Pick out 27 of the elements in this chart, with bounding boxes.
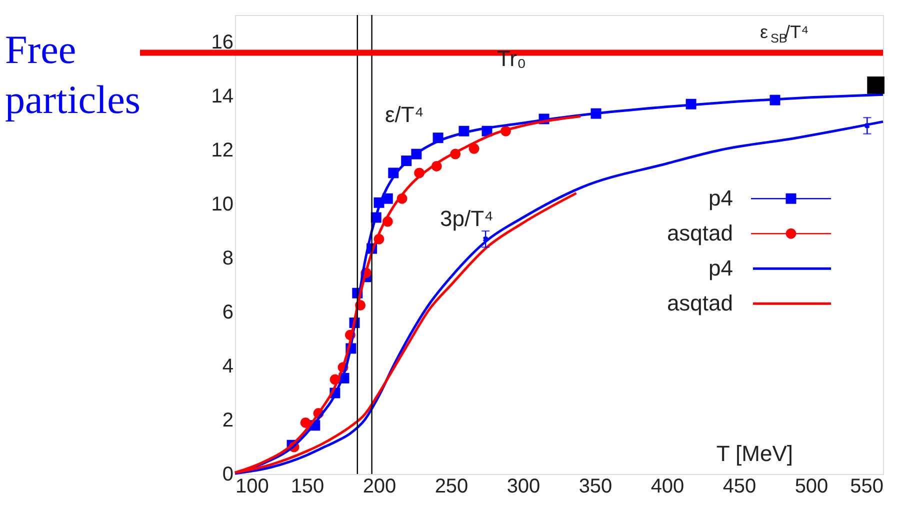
y-tick-label: 14 xyxy=(211,86,234,108)
y-tick-label: 8 xyxy=(222,248,234,270)
x-tick-label: 400 xyxy=(650,476,684,498)
y-tick-label: 2 xyxy=(222,410,234,432)
x-tick-label: 300 xyxy=(506,476,540,498)
x-tick-label: 450 xyxy=(722,476,756,498)
legend-label: p4 xyxy=(708,186,733,211)
y-tick-label: 0 xyxy=(222,464,234,486)
ref-line-label: Free particles xyxy=(5,26,140,122)
y-tick-label: 12 xyxy=(211,140,234,162)
annotation: 3p/T⁴ xyxy=(440,206,494,231)
y-tick-label: 4 xyxy=(222,356,234,378)
x-tick-label: 200 xyxy=(362,476,396,498)
y-tick-label: 6 xyxy=(222,302,234,324)
legend-label: p4 xyxy=(708,256,733,281)
y-tick-label: 10 xyxy=(211,194,234,216)
legend-label: asqtad xyxy=(666,220,733,246)
y-tick-label: 16 xyxy=(211,32,234,54)
x-tick-label: 100 xyxy=(236,476,269,498)
x-tick-label: 350 xyxy=(578,476,612,498)
x-tick-label: 550 xyxy=(850,476,884,498)
x-tick-label: 500 xyxy=(794,476,828,498)
x-axis-title: T [MeV] xyxy=(716,441,793,466)
x-tick-label: 250 xyxy=(434,476,468,498)
legend-label: asqtad xyxy=(666,290,733,316)
x-tick-label: 150 xyxy=(290,476,324,498)
annotation: ε/T⁴ xyxy=(385,102,424,127)
